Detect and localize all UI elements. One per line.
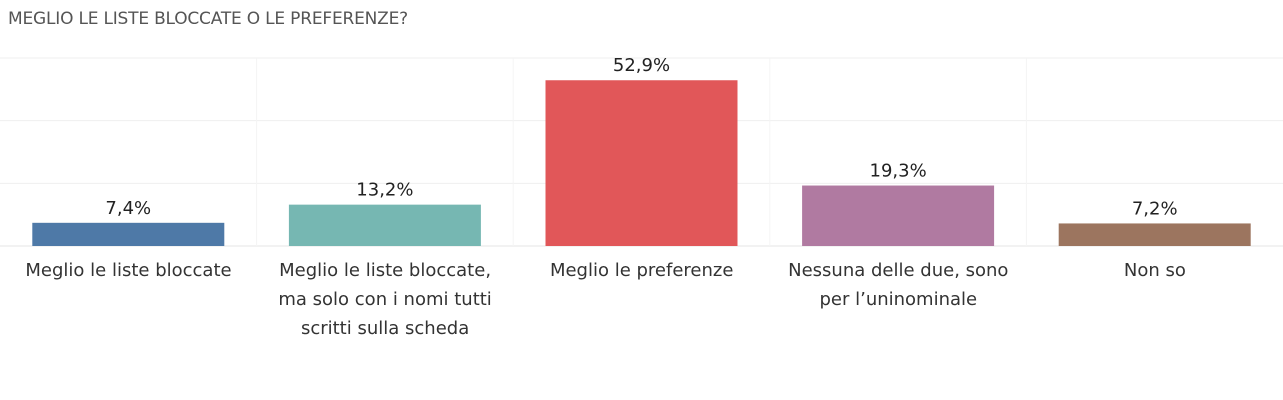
category-label-line: Meglio le preferenze bbox=[549, 260, 734, 281]
category-label-line: ma solo con i nomi tutti bbox=[278, 289, 492, 310]
bar[interactable] bbox=[545, 80, 738, 246]
category-label: Meglio le liste bloccate bbox=[0, 256, 257, 285]
bar[interactable] bbox=[32, 222, 225, 246]
category-label: Non so bbox=[1026, 256, 1283, 285]
chart-title: MEGLIO LE LISTE BLOCCATE O LE PREFERENZE… bbox=[8, 9, 408, 29]
category-label-line: scritti sulla scheda bbox=[300, 318, 470, 339]
category-label-line: Meglio le liste bloccate bbox=[25, 260, 232, 281]
bar[interactable] bbox=[288, 204, 481, 246]
bar-value-label: 7,4% bbox=[105, 198, 151, 219]
bar-value-label: 52,9% bbox=[613, 55, 670, 76]
category-label: Meglio le liste bloccate, ma solo con i n… bbox=[257, 256, 514, 343]
category-label-line: Meglio le liste bloccate, bbox=[279, 260, 492, 281]
category-label-line: per l’uninominale bbox=[819, 289, 978, 310]
category-label-line: Nessuna delle due, sono bbox=[788, 260, 1009, 281]
bar[interactable] bbox=[802, 185, 995, 246]
category-label: Meglio le preferenze bbox=[513, 256, 770, 285]
bar-value-label: 13,2% bbox=[356, 180, 413, 201]
bar-value-label: 7,2% bbox=[1132, 198, 1178, 219]
category-label-line: Non so bbox=[1123, 260, 1186, 281]
bar-value-label: 19,3% bbox=[870, 161, 927, 182]
category-label: Nessuna delle due, sono per l’uninominale bbox=[770, 256, 1027, 314]
bar[interactable] bbox=[1058, 223, 1251, 246]
